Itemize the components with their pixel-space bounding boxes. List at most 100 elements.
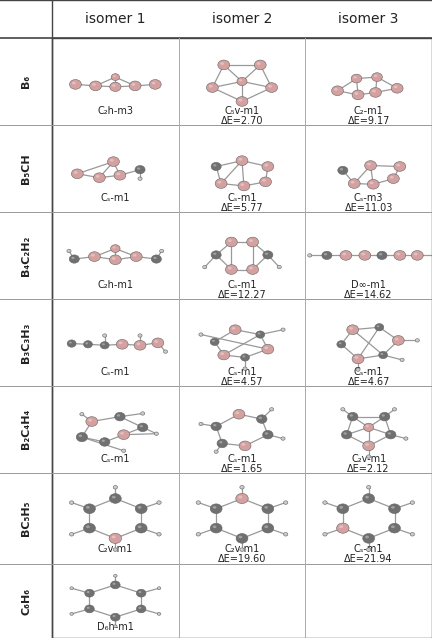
Ellipse shape — [74, 171, 78, 174]
Ellipse shape — [213, 253, 216, 255]
Ellipse shape — [367, 455, 371, 458]
Ellipse shape — [69, 255, 79, 263]
Ellipse shape — [262, 179, 266, 182]
Ellipse shape — [70, 587, 73, 590]
Ellipse shape — [135, 504, 147, 514]
Text: C₆H₆: C₆H₆ — [21, 588, 31, 614]
Ellipse shape — [210, 523, 222, 533]
Ellipse shape — [324, 501, 325, 503]
Text: ΔE=11.03: ΔE=11.03 — [344, 203, 393, 213]
Ellipse shape — [238, 536, 242, 538]
Ellipse shape — [163, 350, 168, 353]
Text: Cₛ-m3: Cₛ-m3 — [354, 193, 384, 203]
Ellipse shape — [236, 533, 248, 543]
Ellipse shape — [338, 167, 348, 175]
Ellipse shape — [284, 533, 286, 534]
Ellipse shape — [116, 339, 128, 349]
Ellipse shape — [374, 75, 377, 77]
Ellipse shape — [199, 422, 203, 426]
Ellipse shape — [236, 493, 248, 503]
Text: ΔE=4.57: ΔE=4.57 — [221, 376, 263, 387]
Ellipse shape — [363, 441, 375, 450]
Ellipse shape — [370, 87, 381, 97]
Ellipse shape — [70, 533, 74, 536]
Ellipse shape — [157, 587, 161, 590]
Ellipse shape — [226, 237, 237, 247]
Ellipse shape — [88, 419, 92, 422]
Ellipse shape — [140, 425, 143, 427]
Ellipse shape — [379, 412, 390, 421]
Text: C₂h-m3: C₂h-m3 — [97, 106, 133, 116]
Ellipse shape — [361, 253, 365, 255]
Ellipse shape — [114, 412, 125, 421]
Ellipse shape — [87, 591, 90, 593]
Ellipse shape — [396, 164, 400, 167]
Ellipse shape — [283, 533, 288, 536]
Ellipse shape — [341, 431, 352, 439]
Ellipse shape — [137, 423, 148, 432]
Ellipse shape — [112, 615, 115, 617]
Ellipse shape — [157, 533, 161, 536]
Ellipse shape — [364, 423, 374, 431]
Ellipse shape — [391, 84, 403, 93]
Ellipse shape — [226, 265, 237, 274]
Text: Cₛ-m1: Cₛ-m1 — [101, 193, 130, 203]
Ellipse shape — [411, 251, 423, 260]
Text: Cₛ-m1: Cₛ-m1 — [227, 454, 257, 464]
Ellipse shape — [278, 266, 280, 267]
Ellipse shape — [141, 412, 145, 415]
Ellipse shape — [238, 158, 242, 161]
Ellipse shape — [70, 501, 74, 505]
Ellipse shape — [352, 354, 364, 364]
Ellipse shape — [135, 165, 145, 174]
Ellipse shape — [247, 237, 259, 247]
Text: ΔE=14.62: ΔE=14.62 — [344, 290, 393, 300]
Ellipse shape — [104, 334, 105, 336]
Ellipse shape — [356, 368, 360, 371]
Ellipse shape — [229, 325, 241, 334]
Ellipse shape — [411, 533, 413, 534]
Ellipse shape — [367, 163, 371, 165]
Ellipse shape — [270, 408, 272, 410]
Ellipse shape — [85, 605, 94, 613]
Ellipse shape — [83, 523, 95, 533]
Ellipse shape — [114, 486, 115, 487]
Ellipse shape — [213, 526, 216, 528]
Ellipse shape — [154, 340, 158, 343]
Ellipse shape — [217, 439, 228, 448]
Ellipse shape — [134, 341, 146, 350]
Ellipse shape — [264, 346, 268, 349]
Ellipse shape — [263, 251, 273, 259]
Ellipse shape — [404, 437, 408, 440]
Ellipse shape — [377, 325, 379, 327]
Ellipse shape — [242, 355, 245, 357]
Ellipse shape — [138, 177, 142, 181]
Ellipse shape — [241, 486, 242, 487]
Ellipse shape — [365, 425, 369, 427]
Ellipse shape — [89, 252, 100, 262]
Ellipse shape — [158, 533, 159, 534]
Ellipse shape — [132, 83, 135, 86]
Ellipse shape — [265, 253, 268, 255]
Bar — [52, 38, 432, 638]
Ellipse shape — [241, 354, 250, 361]
Ellipse shape — [114, 625, 115, 627]
Text: Cₛ-m1: Cₛ-m1 — [227, 367, 257, 376]
Ellipse shape — [281, 437, 285, 440]
Ellipse shape — [113, 75, 115, 77]
Ellipse shape — [343, 433, 347, 434]
Ellipse shape — [254, 60, 266, 70]
Ellipse shape — [355, 92, 358, 95]
Ellipse shape — [308, 254, 312, 257]
Text: C₂v-m1: C₂v-m1 — [224, 544, 260, 554]
Text: C₂h-m1: C₂h-m1 — [97, 279, 133, 290]
Ellipse shape — [390, 176, 394, 179]
Ellipse shape — [157, 612, 161, 615]
Ellipse shape — [139, 178, 140, 179]
Ellipse shape — [349, 327, 353, 330]
Ellipse shape — [112, 246, 115, 249]
Ellipse shape — [114, 625, 117, 628]
Ellipse shape — [324, 533, 325, 534]
Ellipse shape — [72, 82, 76, 84]
Ellipse shape — [103, 334, 107, 338]
